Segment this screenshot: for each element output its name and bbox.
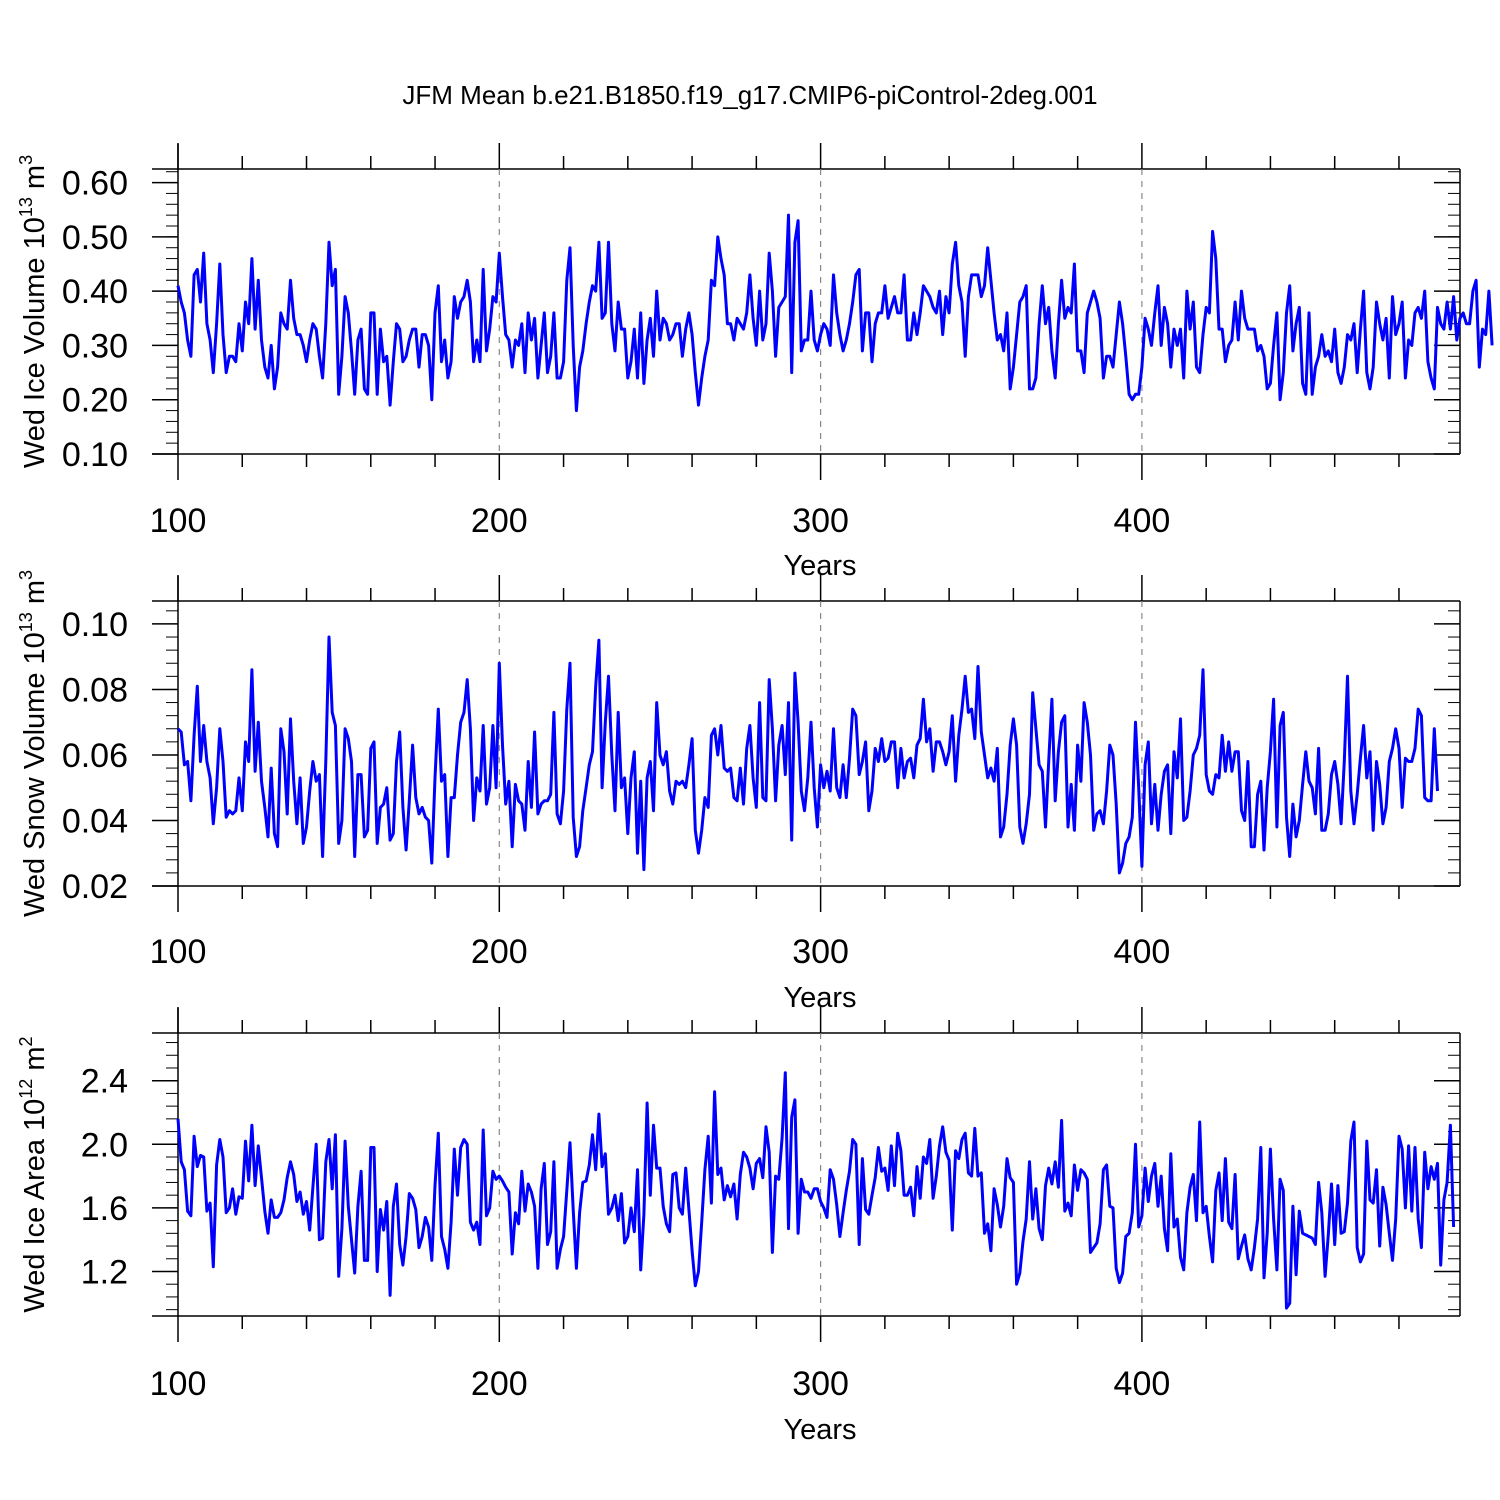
- y-axis-label-superscript: 2: [16, 1036, 36, 1046]
- y-axis-label: Wed Ice Volume 1013 m3: [16, 155, 51, 468]
- y-tick-label: 0.60: [62, 165, 128, 203]
- x-tick-label: 100: [150, 502, 207, 540]
- y-tick-label: 0.10: [62, 436, 128, 474]
- panel-snow-volume: 100 200 300 4000.020.040.060.080.10YearsWed…: [16, 570, 1461, 1014]
- y-tick-label: 1.6: [81, 1190, 128, 1228]
- series-line: [176, 635, 1439, 875]
- x-tick-label: 200: [471, 1365, 528, 1403]
- y-tick-label: 2.4: [81, 1063, 128, 1101]
- x-tick-label: 400: [1114, 1365, 1171, 1403]
- panel-ice-area: 100 200 300 400 1.2 1.6 2.0 2.4 Years Wed Ice Are…: [16, 1007, 1461, 1446]
- y-axis-label-superscript: 3: [16, 570, 36, 580]
- y-tick-label: 0.06: [62, 737, 128, 775]
- y-axis-label: Wed Snow Volume 1013 m3: [16, 570, 51, 917]
- y-axis-label-part: Wed Snow Volume 10: [19, 632, 51, 917]
- y-axis-label-part: Wed Ice Volume 10: [19, 217, 51, 468]
- y-axis-label-part: m: [19, 580, 51, 612]
- y-axis-label-superscript: 13: [16, 612, 36, 632]
- chart-title: JFM Mean b.e21.B1850.f19_g17.CMIP6-piCon…: [402, 80, 1098, 110]
- series-line: [176, 213, 1494, 413]
- y-axis-label-part: m: [19, 165, 51, 197]
- y-axis-label-superscript: 12: [16, 1079, 36, 1099]
- y-tick-label: 0.04: [62, 802, 128, 840]
- x-tick-label: 400: [1114, 502, 1171, 540]
- x-axis-label: Years: [783, 1414, 856, 1446]
- series-line: [176, 1071, 1456, 1310]
- y-axis-label-part: Wed Ice Area 10: [19, 1099, 51, 1313]
- y-axis-label: Wed Ice Area 1012 m2: [16, 1036, 51, 1312]
- y-tick-label: 0.10: [62, 606, 128, 644]
- y-tick-label: 0.20: [62, 382, 128, 420]
- y-tick-label: 1.2: [81, 1253, 128, 1291]
- y-tick-label: 0.50: [62, 219, 128, 257]
- y-axis-label-superscript: 3: [16, 155, 36, 165]
- x-tick-label: 100: [150, 933, 207, 971]
- panel-ice-volume: 100 200 300 4000.100.200.300.400.500.60Year…: [16, 143, 1494, 582]
- y-tick-label: 2.0: [81, 1126, 128, 1164]
- y-tick-label: 0.30: [62, 327, 128, 365]
- x-tick-label: 300: [792, 502, 849, 540]
- x-tick-label: 200: [471, 933, 528, 971]
- y-tick-label: 0.40: [62, 273, 128, 311]
- y-tick-label: 0.08: [62, 671, 128, 709]
- x-tick-label: 100: [150, 1365, 207, 1403]
- x-tick-label: 200: [471, 502, 528, 540]
- x-tick-label: 300: [792, 1365, 849, 1403]
- x-tick-label: 300: [792, 933, 849, 971]
- x-tick-label: 400: [1114, 933, 1171, 971]
- y-axis-label-part: m: [19, 1046, 51, 1078]
- y-tick-label: 0.02: [62, 868, 128, 906]
- y-axis-label-superscript: 13: [16, 197, 36, 217]
